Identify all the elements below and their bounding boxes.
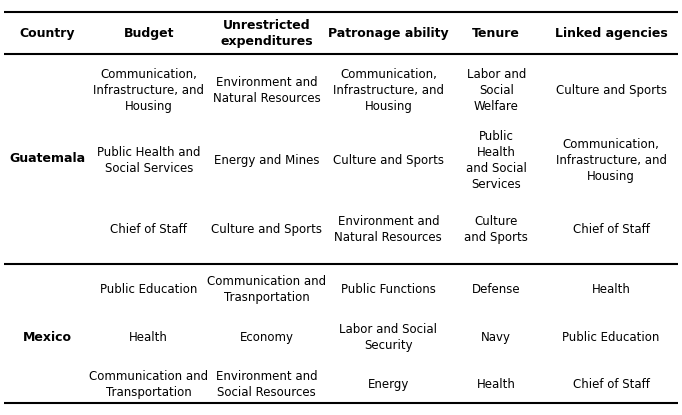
Text: Environment and
Natural Resources: Environment and Natural Resources [334,215,442,244]
Text: Communication and
Trasnportation: Communication and Trasnportation [207,275,327,304]
Text: Communication,
Infrastructure, and
Housing: Communication, Infrastructure, and Housi… [333,68,444,113]
Text: Economy: Economy [240,331,294,344]
Text: Communication and
Transportation: Communication and Transportation [89,371,208,399]
Text: Culture and Sports: Culture and Sports [333,154,444,167]
Text: Health: Health [591,283,630,296]
Text: Tenure: Tenure [473,27,520,40]
Text: Public Education: Public Education [100,283,198,296]
Text: Labor and
Social
Welfare: Labor and Social Welfare [466,68,526,113]
Text: Defense: Defense [472,283,520,296]
Text: Energy: Energy [368,378,409,391]
Text: Public
Health
and Social
Services: Public Health and Social Services [466,130,527,191]
Text: Chief of Staff: Chief of Staff [573,378,649,391]
Text: Linked agencies: Linked agencies [554,27,668,40]
Text: Culture and Sports: Culture and Sports [556,84,666,97]
Text: Patronage ability: Patronage ability [328,27,449,40]
Text: Environment and
Social Resources: Environment and Social Resources [216,371,318,399]
Text: Energy and Mines: Energy and Mines [214,154,320,167]
Text: Chief of Staff: Chief of Staff [573,223,649,236]
Text: Guatemala: Guatemala [10,152,86,165]
Text: Communication,
Infrastructure, and
Housing: Communication, Infrastructure, and Housi… [556,138,666,183]
Text: Environment and
Natural Resources: Environment and Natural Resources [213,76,321,105]
Text: Mexico: Mexico [23,331,72,344]
Text: Culture and Sports: Culture and Sports [211,223,323,236]
Text: Public Education: Public Education [563,331,659,344]
Text: Country: Country [20,27,75,40]
Text: Public Functions: Public Functions [341,283,436,296]
Text: Unrestricted
expenditures: Unrestricted expenditures [220,19,313,48]
Text: Communication,
Infrastructure, and
Housing: Communication, Infrastructure, and Housi… [93,68,205,113]
Text: Health: Health [477,378,516,391]
Text: Public Health and
Social Services: Public Health and Social Services [97,146,201,175]
Text: Health: Health [130,331,168,344]
Text: Labor and Social
Security: Labor and Social Security [340,323,437,352]
Text: Navy: Navy [481,331,512,344]
Text: Chief of Staff: Chief of Staff [110,223,188,236]
Text: Culture
and Sports: Culture and Sports [464,215,529,244]
Text: Budget: Budget [123,27,174,40]
